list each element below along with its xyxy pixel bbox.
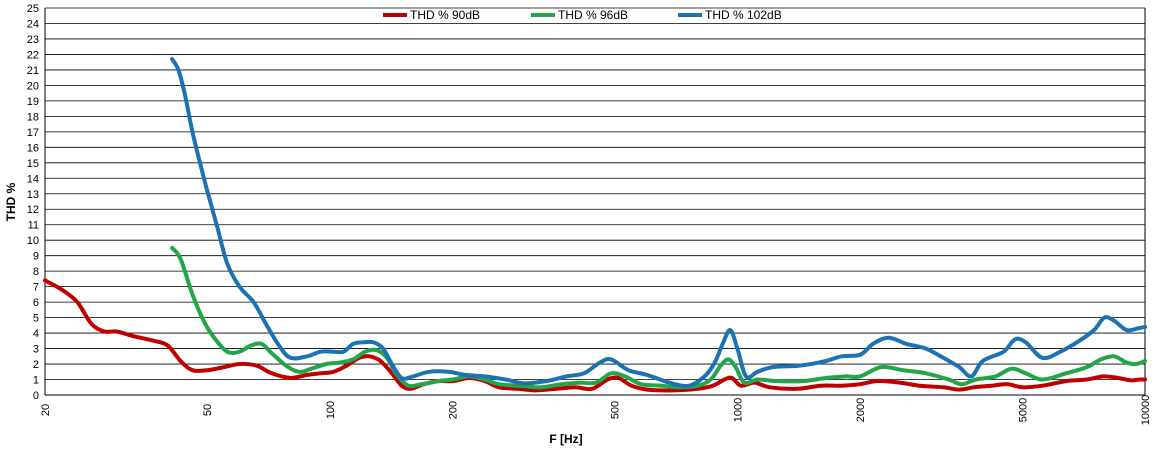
y-tick-label: 2: [33, 359, 39, 371]
y-tick-label: 15: [27, 158, 39, 170]
y-tick-label: 24: [27, 18, 39, 30]
y-tick-label: 22: [27, 49, 39, 61]
y-tick-label: 17: [27, 127, 39, 139]
series-line-3: [170, 57, 1147, 388]
y-axis-ticks: 0123456789101112131415161718192021222324…: [27, 3, 39, 402]
x-tick-label: 10000: [1140, 395, 1152, 426]
y-tick-label: 4: [33, 328, 39, 340]
y-tick-label: 3: [33, 344, 39, 356]
x-axis-ticks: 20 50 100 200 500 1000 2000 5000 10000: [40, 395, 1152, 426]
y-tick-label: 23: [27, 34, 39, 46]
series-lines: [43, 57, 1147, 393]
y-tick-label: 16: [27, 142, 39, 154]
x-tick-label: 5000: [1017, 398, 1029, 422]
x-tick-label: 50: [202, 404, 214, 416]
y-tick-label: 7: [33, 282, 39, 294]
legend-label: THD % 90dB: [410, 8, 480, 22]
y-tick-label: 18: [27, 111, 39, 123]
y-tick-label: 12: [27, 204, 39, 216]
y-tick-label: 20: [27, 80, 39, 92]
x-tick-label: 100: [325, 401, 337, 419]
x-tick-label: 2000: [855, 398, 867, 422]
series-line-2: [170, 245, 1147, 390]
x-tick-label: 500: [610, 401, 622, 419]
y-tick-label: 9: [33, 251, 39, 263]
y-tick-label: 25: [27, 3, 39, 15]
y-tick-label: 8: [33, 266, 39, 278]
x-tick-label: 200: [448, 401, 460, 419]
legend-label: THD % 96dB: [558, 8, 628, 22]
y-tick-label: 14: [27, 173, 39, 185]
y-axis-title: THD %: [4, 182, 18, 221]
y-tick-label: 1: [33, 375, 39, 387]
y-tick-label: 19: [27, 96, 39, 108]
y-tick-label: 5: [33, 313, 39, 325]
x-axis-title: F [Hz]: [549, 432, 582, 446]
gridlines: [44, 7, 1146, 396]
y-tick-label: 21: [27, 65, 39, 77]
y-tick-label: 10: [27, 235, 39, 247]
series-line-1: [43, 278, 1147, 393]
x-tick-label: 20: [40, 404, 52, 416]
y-tick-label: 11: [28, 220, 39, 232]
x-tick-label: 1000: [732, 398, 744, 422]
legend: THD % 90dB THD % 96dB THD % 102dB: [383, 8, 782, 22]
y-tick-label: 13: [27, 189, 39, 201]
y-tick-label: 6: [33, 297, 39, 309]
legend-label: THD % 102dB: [705, 8, 782, 22]
y-tick-label: 0: [33, 390, 39, 402]
